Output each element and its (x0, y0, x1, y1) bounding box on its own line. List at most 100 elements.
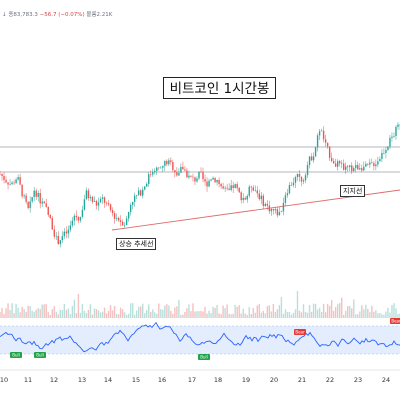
candle-body (351, 165, 353, 172)
candle-body (137, 190, 140, 196)
volume-bar (258, 303, 260, 318)
candle-body (43, 201, 45, 204)
volume-bar (220, 314, 222, 318)
bull-signal-badge[interactable]: Bull (10, 352, 22, 358)
volume-bar (148, 304, 150, 318)
volume-bar (278, 305, 281, 318)
x-tick-label: 18 (213, 376, 223, 384)
candle-body (216, 179, 218, 183)
volume-bar (397, 314, 399, 318)
volume-bar (31, 310, 33, 318)
volume-bar (45, 304, 47, 318)
candle-body (160, 167, 162, 169)
volume-bar (41, 304, 43, 318)
candle-body (29, 201, 31, 209)
volume-bars (0, 291, 400, 318)
candle-body (338, 161, 341, 164)
candle-body (73, 215, 76, 221)
candle-body (202, 172, 204, 180)
volume-bar (135, 310, 138, 318)
volume-bar (298, 310, 301, 318)
volume-bar (182, 314, 184, 318)
volume-bar (127, 313, 130, 318)
candle-body (212, 177, 214, 180)
candle-body (363, 166, 365, 171)
candle-body (83, 199, 86, 210)
bull-signal-badge[interactable]: Bull (198, 354, 210, 360)
volume-bar (351, 308, 353, 318)
volume-bar (115, 313, 118, 318)
candle-body (65, 231, 68, 234)
volume-bar (324, 312, 327, 318)
volume-bar (314, 303, 317, 318)
candle-body (17, 177, 19, 180)
volume-bar (200, 310, 202, 318)
candle-body (27, 201, 29, 209)
volume-bar (87, 309, 90, 318)
support-label[interactable]: 지지선 (340, 185, 366, 197)
volume-bar (178, 299, 180, 318)
candle-body (393, 136, 395, 137)
bull-signal-badge[interactable]: Bull (34, 352, 46, 358)
candle-body (158, 167, 160, 169)
x-tick-label: 13 (77, 376, 87, 384)
candle-body (260, 195, 263, 200)
volume-bar (158, 303, 160, 318)
candle-body (206, 181, 208, 187)
ohlc-readout: ↓ 종83,783.3 −56.7 (−0.07%) 볼륨2.21K (2, 10, 112, 18)
volume-bar (146, 310, 148, 318)
volume-bar (33, 311, 35, 318)
volume-bar (109, 305, 112, 318)
candle-body (142, 189, 144, 196)
candle-body (379, 159, 381, 162)
volume-bar (316, 309, 319, 318)
candle-body (144, 186, 146, 190)
volume-bar (65, 310, 68, 318)
x-tick-label: 20 (269, 376, 279, 384)
volume-bar (162, 309, 164, 318)
bear-signal-badge[interactable]: Bear (390, 318, 400, 324)
candle-body (35, 190, 37, 197)
candle-body (326, 142, 329, 147)
volume-bar (85, 313, 88, 318)
candle-body (268, 205, 271, 212)
volume-bar (79, 312, 82, 318)
volume-bar (150, 311, 152, 318)
volume-bar (15, 303, 17, 318)
volume-bar (1, 307, 3, 318)
volume-bar (290, 314, 293, 318)
volume-bar (226, 304, 228, 318)
volume-bar (93, 308, 96, 318)
volume-bar (19, 312, 21, 318)
volume-bar (13, 313, 15, 318)
candle-body (288, 185, 291, 194)
volume-bar (304, 312, 307, 318)
candle-body (3, 176, 5, 180)
candle-body (381, 153, 383, 160)
candle-body (63, 231, 66, 237)
volume-bar (5, 308, 7, 318)
uptrend-label[interactable]: 상승 추세선 (116, 238, 157, 250)
candle-body (81, 209, 84, 217)
volume-bar (91, 314, 94, 318)
volume-bar (260, 312, 263, 318)
volume-bar (395, 308, 397, 318)
volume-bar (9, 309, 11, 318)
volume-bar (81, 304, 84, 318)
volume-bar (381, 314, 383, 318)
volume-bar (306, 312, 309, 318)
volume-bar (248, 307, 250, 318)
candle-body (270, 208, 273, 212)
volume-bar (164, 305, 166, 318)
bear-signal-badge[interactable]: Bear (294, 329, 306, 335)
candle-body (312, 156, 315, 161)
volume-bar (11, 303, 13, 318)
candle-body (129, 204, 132, 212)
volume-bar (363, 309, 365, 318)
volume-bar (312, 303, 315, 318)
x-tick-label: 19 (241, 376, 251, 384)
volume-bar (103, 307, 106, 318)
volume-bar (252, 308, 254, 318)
candle-body (226, 187, 228, 189)
